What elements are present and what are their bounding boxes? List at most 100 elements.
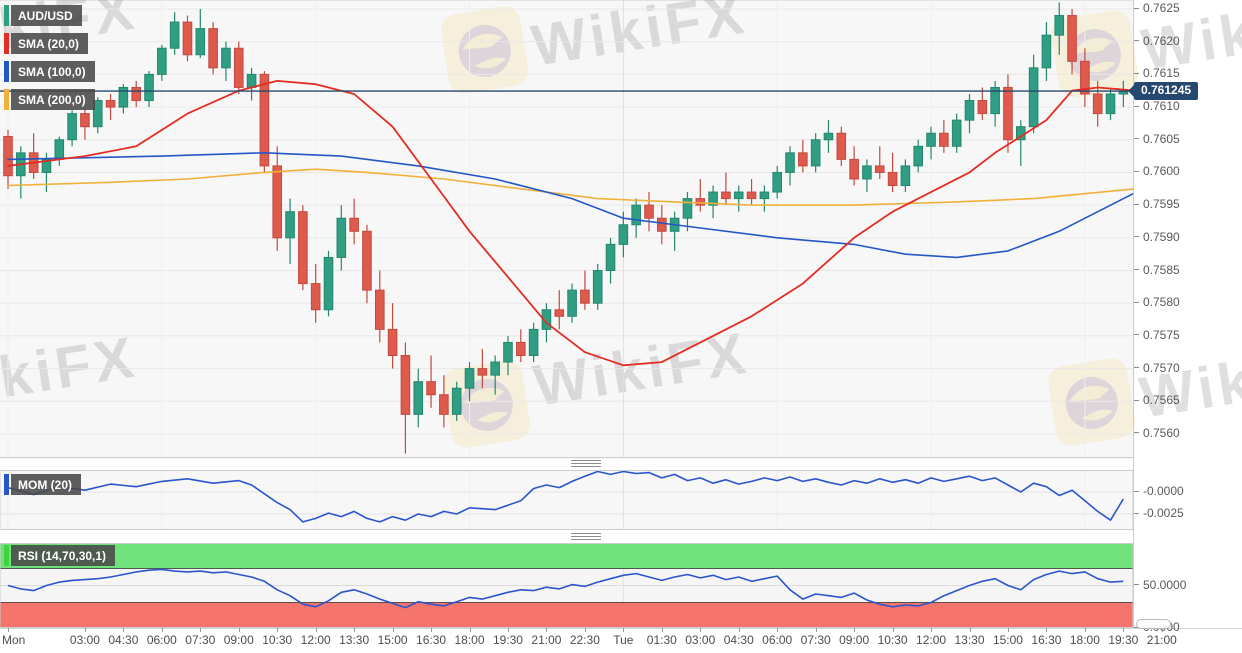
time-tickmark: [738, 628, 740, 632]
time-tickmark: [854, 628, 856, 632]
price-tick: 0.7595: [1133, 197, 1180, 211]
time-tickmark: [1161, 628, 1163, 632]
tick-dash: [1133, 301, 1139, 303]
time-tick: 04:30: [108, 633, 139, 647]
time-tickmark: [392, 628, 394, 632]
tick-dash: [1133, 72, 1139, 74]
time-tickmark: [1007, 628, 1009, 632]
price-tick: 0.7575: [1133, 328, 1180, 342]
legend-color-bar: [4, 5, 9, 26]
mom-axis-label: -0.0025: [1133, 506, 1184, 520]
tick-dash: [1133, 203, 1139, 205]
time-tickmark: [469, 628, 471, 632]
last-price-tag: 0.761245: [1127, 81, 1199, 100]
price-tick: 0.7565: [1133, 393, 1180, 407]
rsi-axis-label: 50.0000: [1133, 578, 1186, 592]
time-tick: 10:30: [262, 633, 293, 647]
time-tickmark: [584, 628, 586, 632]
time-tickmark: [661, 628, 663, 632]
time-tick: 12:00: [300, 633, 331, 647]
time-tick: 15:00: [377, 633, 408, 647]
time-tickmark: [815, 628, 817, 632]
price-tick: 0.7600: [1133, 164, 1180, 178]
tick-dash: [1133, 334, 1139, 336]
time-tickmark: [161, 628, 163, 632]
panel-resize-handle-rsi[interactable]: [571, 533, 601, 542]
time-tick: 16:30: [1031, 633, 1062, 647]
legend-chip-sma100[interactable]: SMA (100,0): [4, 61, 95, 82]
time-tick: 06:00: [762, 633, 793, 647]
time-tickmark: [892, 628, 894, 632]
tick-dash: [1133, 105, 1139, 107]
time-tickmark: [507, 628, 509, 632]
price-tick: 0.7620: [1133, 34, 1180, 48]
time-tick: 13:30: [339, 633, 370, 647]
scrollbar-thumb[interactable]: [1136, 619, 1171, 629]
price-axis: 0.7625 0.7620 0.7615 0.7610 0.7605 0.7600 0.75…: [1133, 0, 1242, 634]
last-price-value: 0.761245: [1141, 82, 1192, 97]
legend-color-bar: [4, 474, 9, 495]
tick-dash: [1133, 7, 1139, 9]
price-tick: 0.7585: [1133, 263, 1180, 277]
time-tickmark: [8, 628, 9, 632]
time-tick: 21:00: [531, 633, 562, 647]
time-tickmark: [623, 628, 625, 632]
mom-plot[interactable]: [0, 470, 1133, 530]
price-tick: 0.7590: [1133, 230, 1180, 244]
legend-chip-sma200[interactable]: SMA (200,0): [4, 89, 95, 110]
legend-label: SMA (20,0): [11, 33, 88, 54]
price-tick: 0.7625: [1133, 1, 1180, 15]
time-tickmark: [431, 628, 433, 632]
tick-dash: [1133, 236, 1139, 238]
time-tick: 18:00: [454, 633, 485, 647]
price-panel-background: [0, 0, 1133, 1]
time-tickmark: [315, 628, 317, 632]
time-tick: 10:30: [877, 633, 908, 647]
time-tick: 15:00: [992, 633, 1023, 647]
time-tick: 04:30: [723, 633, 754, 647]
time-tick: 03:00: [685, 633, 716, 647]
price-tick: 0.7560: [1133, 426, 1180, 440]
legend-chip-rsi[interactable]: RSI (14,70,30,1): [4, 545, 116, 566]
legend-label: RSI (14,70,30,1): [11, 545, 116, 566]
legend-chip-symbol[interactable]: AUD/USD: [4, 5, 95, 26]
time-tickmark: [200, 628, 202, 632]
panel-resize-handle-mom[interactable]: [571, 460, 601, 469]
legend-label: SMA (100,0): [11, 61, 95, 82]
time-tick: 18:00: [1069, 633, 1100, 647]
tick-dash: [1133, 432, 1139, 434]
legend-chip-sma20[interactable]: SMA (20,0): [4, 33, 95, 54]
time-tick: 09:00: [223, 633, 254, 647]
tick-dash: [1133, 367, 1139, 369]
mom-axis-label: -0.0000: [1133, 484, 1184, 498]
mom-legend: MOM (20): [4, 474, 81, 502]
time-tick: 13:30: [954, 633, 985, 647]
time-tickmark: [700, 628, 702, 632]
time-tick: 03:00: [69, 633, 100, 647]
legend-color-bar: [4, 89, 9, 110]
rsi-plot[interactable]: [0, 543, 1133, 628]
tick-dash: [1133, 399, 1139, 401]
time-tickmark: [546, 628, 548, 632]
time-tickmark: [123, 628, 125, 632]
time-tick: 01:30: [646, 633, 677, 647]
time-tick: 19:30: [492, 633, 523, 647]
legend-chip-mom[interactable]: MOM (20): [4, 474, 81, 495]
price-tick: 0.7580: [1133, 295, 1180, 309]
price-tick: 0.7570: [1133, 361, 1180, 375]
legend-color-bar: [4, 33, 9, 54]
time-tickmark: [777, 628, 779, 632]
tick-dash: [1133, 40, 1139, 42]
time-tickmark: [1084, 628, 1086, 632]
time-tickmark: [969, 628, 971, 632]
legend-color-bar: [4, 61, 9, 82]
price-plot[interactable]: [0, 0, 1133, 458]
time-axis-background: [0, 628, 1242, 653]
rsi-legend: RSI (14,70,30,1): [4, 545, 116, 573]
time-tickmark: [931, 628, 933, 632]
time-tickmark: [277, 628, 279, 632]
time-tick: 21:00: [1146, 633, 1177, 647]
time-tick: 19:30: [1108, 633, 1139, 647]
legend-label: MOM (20): [11, 474, 81, 495]
